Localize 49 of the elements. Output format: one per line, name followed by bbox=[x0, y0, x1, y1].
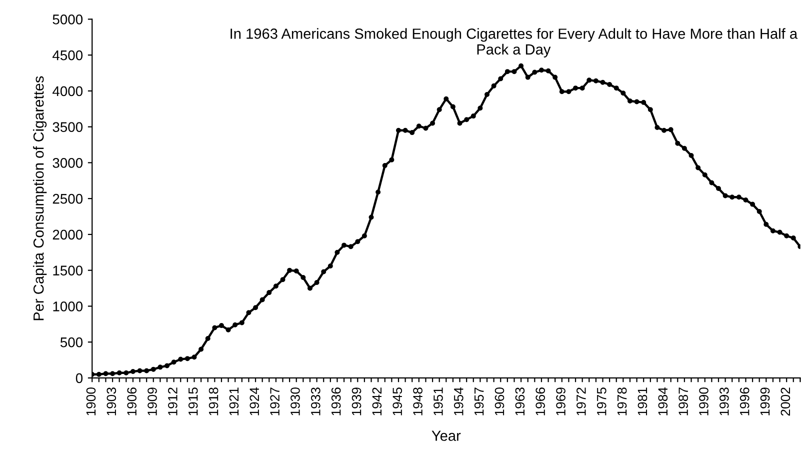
x-tick-label: 1921 bbox=[229, 388, 239, 416]
y-tick-label: 0 bbox=[76, 373, 83, 384]
y-axis-title: Per Capita Consumption of Cigarettes bbox=[33, 76, 47, 320]
text: In 1963 Americans Smoked Enough Cigarettes for Every Adult to Have More than Half a Pack a Day bbox=[230, 28, 798, 58]
x-tick-label: 1993 bbox=[720, 388, 729, 416]
x-tick-label: 1948 bbox=[413, 388, 422, 416]
x-tick-label: 1909 bbox=[148, 388, 157, 416]
x-tick-label: 1924 bbox=[250, 387, 260, 416]
y-tick-label: 4000 bbox=[52, 86, 83, 96]
x-tick-label: 1906 bbox=[127, 388, 137, 416]
x-tick-label: 1981 bbox=[638, 388, 648, 416]
x-tick-label: 1975 bbox=[596, 388, 606, 416]
x-tick-label: 1999 bbox=[760, 388, 770, 416]
x-tick-label: 1966 bbox=[536, 388, 546, 416]
y-tick-label: 500 bbox=[60, 337, 83, 348]
y-tick-label: 1500 bbox=[53, 266, 83, 276]
y-tick-label: 3000 bbox=[52, 158, 83, 168]
y-tick-label: 5000 bbox=[52, 14, 83, 24]
x-tick-label: 1939 bbox=[352, 388, 362, 416]
x-tick-label: 1978 bbox=[617, 388, 627, 416]
y-tick-label: 3500 bbox=[52, 122, 83, 132]
x-tick-label: 1996 bbox=[740, 388, 750, 416]
x-tick-label: 1972 bbox=[576, 388, 586, 416]
x-tick-label: 1927 bbox=[270, 388, 280, 416]
x-tick-label: 1945 bbox=[392, 388, 402, 416]
y-tick-label: 2000 bbox=[52, 230, 83, 240]
y-tick-label: 1000 bbox=[53, 302, 83, 312]
x-tick-label: 1969 bbox=[556, 388, 566, 416]
x-tick-label: 1903 bbox=[106, 388, 116, 416]
x-tick-label: 1990 bbox=[699, 387, 708, 416]
x-tick-label: 1915 bbox=[188, 388, 198, 416]
y-tick-label: 2500 bbox=[52, 194, 83, 204]
x-tick-label: 1960 bbox=[494, 387, 504, 416]
x-tick-label: 1933 bbox=[310, 388, 320, 416]
x-tick-label: 1951 bbox=[434, 388, 443, 416]
x-tick-label: 1936 bbox=[331, 388, 341, 416]
x-tick-label: 1987 bbox=[678, 388, 688, 416]
x-tick-label: 2002 bbox=[780, 388, 790, 416]
x-tick-label: 1984 bbox=[658, 387, 668, 416]
x-tick-label: 1930 bbox=[290, 387, 300, 416]
x-tick-label: 1963 bbox=[515, 388, 525, 416]
x-tick-label: 1957 bbox=[474, 388, 484, 416]
y-tick-label: 4500 bbox=[52, 50, 83, 60]
x-tick-label: 1942 bbox=[372, 388, 382, 416]
x-tick-label: 1912 bbox=[168, 388, 178, 416]
x-axis-title: Year bbox=[432, 430, 461, 441]
x-tick-label: 1900 bbox=[86, 387, 96, 416]
x-tick-label: 1918 bbox=[208, 388, 218, 416]
x-tick-label: 1954 bbox=[454, 387, 464, 416]
